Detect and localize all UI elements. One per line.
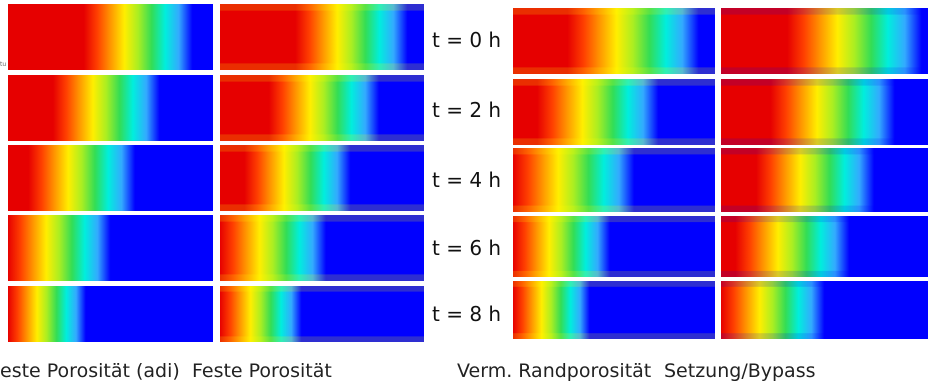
wall-effect-bottom [220,63,424,70]
temperature-field [220,286,424,342]
time-label-2h: t = 2 h [432,98,502,122]
wall-effect-bottom [513,138,715,145]
panel-col2-t2 [220,75,424,141]
wall-effect-top [721,79,928,86]
wall-effect-bottom [513,205,715,212]
temperature-field [513,216,715,277]
caption-col3: Verm. Randporosität [457,360,652,382]
wall-effect-top [220,145,424,152]
wall-effect-top [721,216,928,223]
panel-col3-t6 [513,216,715,277]
panel-col4-t4 [721,148,928,212]
temperature-field [513,8,715,74]
wall-effect-bottom [220,134,424,141]
temperature-field [513,148,715,212]
panel-col2-t8 [220,286,424,342]
tiny-cutoff-text: tu [0,61,7,68]
panel-col1-t6 [8,215,213,281]
caption-col4: Setzung/Bypass [664,360,816,382]
wall-effect-bottom [513,333,715,339]
temperature-field [721,148,928,212]
wall-effect-top [721,8,928,15]
temperature-field [8,75,213,141]
wall-effect-top [220,215,424,222]
temperature-field [220,75,424,141]
temperature-field [721,216,928,277]
wall-effect-top [220,75,424,82]
temperature-field [220,145,424,211]
panel-col3-t2 [513,79,715,145]
panel-col3-t8 [513,281,715,339]
wall-effect-bottom [220,336,424,342]
panel-col1-t0 [8,4,213,70]
time-label-4h: t = 4 h [432,168,502,192]
wall-effect-top [513,8,715,15]
wall-effect-top [220,4,424,11]
temperature-field [8,4,213,70]
wall-effect-bottom [721,205,928,212]
temperature-field [8,286,213,342]
wall-effect-top [513,148,715,155]
panel-col1-t4 [8,145,213,211]
panel-col1-t2 [8,75,213,141]
temperature-field [220,4,424,70]
panel-col4-t0 [721,8,928,74]
wall-effect-top [513,216,715,223]
wall-effect-bottom [513,67,715,74]
panel-col2-t6 [220,215,424,281]
caption-col2: Feste Porosität [192,360,332,382]
caption-col1: este Porosität (adi) [0,360,180,382]
temperature-field [721,8,928,74]
panel-col4-t2 [721,79,928,145]
wall-effect-top [513,281,715,287]
temperature-field [220,215,424,281]
temperature-field [513,79,715,145]
wall-effect-bottom [721,138,928,145]
temperature-field [513,281,715,339]
wall-effect-top [513,79,715,86]
wall-effect-top [721,281,928,287]
wall-effect-bottom [721,270,928,277]
time-label-0h: t = 0 h [432,28,502,52]
wall-effect-bottom [220,274,424,281]
panel-col4-t6 [721,216,928,277]
wall-effect-bottom [220,204,424,211]
panel-col2-t0 [220,4,424,70]
panel-col1-t8 [8,286,213,342]
temperature-field [8,145,213,211]
wall-effect-top [220,286,424,292]
time-label-6h: t = 6 h [432,236,502,260]
panel-col3-t4 [513,148,715,212]
temperature-field [721,79,928,145]
wall-effect-top [721,148,928,155]
panel-col3-t0 [513,8,715,74]
time-label-8h: t = 8 h [432,302,502,326]
panel-col2-t4 [220,145,424,211]
wall-effect-bottom [513,270,715,277]
wall-effect-bottom [721,67,928,74]
temperature-field [8,215,213,281]
wall-effect-bottom [721,333,928,339]
panel-col4-t8 [721,281,928,339]
temperature-field [721,281,928,339]
